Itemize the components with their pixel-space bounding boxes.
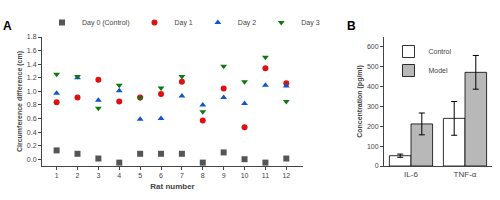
svg-text:1: 1 [55, 172, 59, 179]
svg-text:200: 200 [367, 123, 379, 130]
svg-text:5: 5 [138, 172, 142, 179]
svg-text:500: 500 [367, 63, 379, 70]
svg-text:Concentration (pg/ml): Concentration (pg/ml) [356, 65, 364, 138]
svg-text:10: 10 [241, 172, 249, 179]
svg-text:1.2: 1.2 [27, 74, 37, 81]
svg-text:300: 300 [367, 103, 379, 110]
svg-text:1.8: 1.8 [27, 33, 37, 40]
svg-text:Day 2: Day 2 [238, 19, 256, 27]
svg-text:1.6: 1.6 [27, 47, 37, 54]
svg-text:6: 6 [159, 172, 163, 179]
svg-text:7: 7 [180, 172, 184, 179]
svg-text:0.8: 0.8 [27, 101, 37, 108]
svg-text:Day 0 (Control): Day 0 (Control) [82, 19, 129, 27]
svg-text:Circumference difference (cm): Circumference difference (cm) [16, 51, 24, 152]
svg-text:B: B [347, 19, 356, 33]
svg-text:0: 0 [375, 162, 379, 169]
svg-text:3: 3 [96, 172, 100, 179]
svg-text:1.4: 1.4 [27, 61, 37, 68]
svg-text:Control: Control [429, 48, 452, 55]
svg-text:400: 400 [367, 83, 379, 90]
svg-text:TNF-α: TNF-α [454, 170, 477, 179]
svg-text:IL-6: IL-6 [404, 170, 418, 179]
svg-text:0.0: 0.0 [27, 156, 37, 163]
svg-text:0.2: 0.2 [27, 142, 37, 149]
svg-text:8: 8 [201, 172, 205, 179]
svg-text:0.6: 0.6 [27, 115, 37, 122]
svg-text:0.4: 0.4 [27, 129, 37, 136]
svg-text:1.0: 1.0 [27, 88, 37, 95]
svg-text:2: 2 [76, 172, 80, 179]
svg-text:A: A [3, 19, 12, 33]
svg-text:9: 9 [222, 172, 226, 179]
svg-text:Day 1: Day 1 [174, 19, 192, 27]
svg-text:600: 600 [367, 43, 379, 50]
svg-text:11: 11 [262, 172, 269, 179]
svg-text:Day 3: Day 3 [301, 19, 319, 27]
svg-text:100: 100 [367, 143, 379, 150]
svg-text:12: 12 [282, 172, 290, 179]
svg-text:Rat number: Rat number [150, 182, 194, 191]
svg-text:Model: Model [429, 67, 449, 74]
svg-text:4: 4 [117, 172, 121, 179]
